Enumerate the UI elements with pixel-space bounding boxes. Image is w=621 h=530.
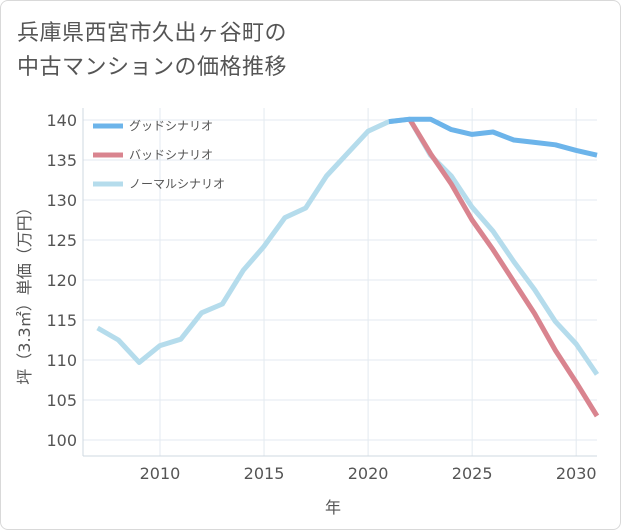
y-tick-label: 115 bbox=[46, 311, 77, 330]
y-axis-label: 坪（3.3㎡）単価（万円） bbox=[15, 199, 34, 384]
y-tick-label: 135 bbox=[46, 151, 77, 170]
title-line-1: 兵庫県西宮市久出ヶ谷町の bbox=[17, 21, 288, 46]
title-line-2: 中古マンションの価格推移 bbox=[17, 55, 288, 80]
y-tick-label: 105 bbox=[46, 391, 77, 410]
legend-label: グッドシナリオ bbox=[129, 119, 213, 133]
y-tick-label: 110 bbox=[46, 351, 77, 370]
y-tick-label: 140 bbox=[46, 111, 77, 130]
x-axis-label: 年 bbox=[325, 498, 341, 517]
x-tick-label: 2010 bbox=[140, 464, 181, 483]
page-title: 兵庫県西宮市久出ヶ谷町の 中古マンションの価格推移 bbox=[17, 17, 287, 85]
y-tick-label: 125 bbox=[46, 231, 77, 250]
y-tick-label: 120 bbox=[46, 271, 77, 290]
x-tick-label: 2025 bbox=[452, 464, 493, 483]
y-tick-label: 130 bbox=[46, 191, 77, 210]
y-tick-label: 100 bbox=[46, 431, 77, 450]
legend-label: ノーマルシナリオ bbox=[129, 177, 225, 191]
series-line-2 bbox=[407, 117, 600, 418]
x-tick-label: 2030 bbox=[556, 464, 597, 483]
series-line-1 bbox=[388, 116, 598, 158]
x-tick-label: 2015 bbox=[244, 464, 285, 483]
legend-label: バッドシナリオ bbox=[129, 148, 213, 162]
grid bbox=[83, 108, 597, 456]
x-tick-label: 2020 bbox=[348, 464, 389, 483]
series-line-3 bbox=[96, 116, 600, 376]
